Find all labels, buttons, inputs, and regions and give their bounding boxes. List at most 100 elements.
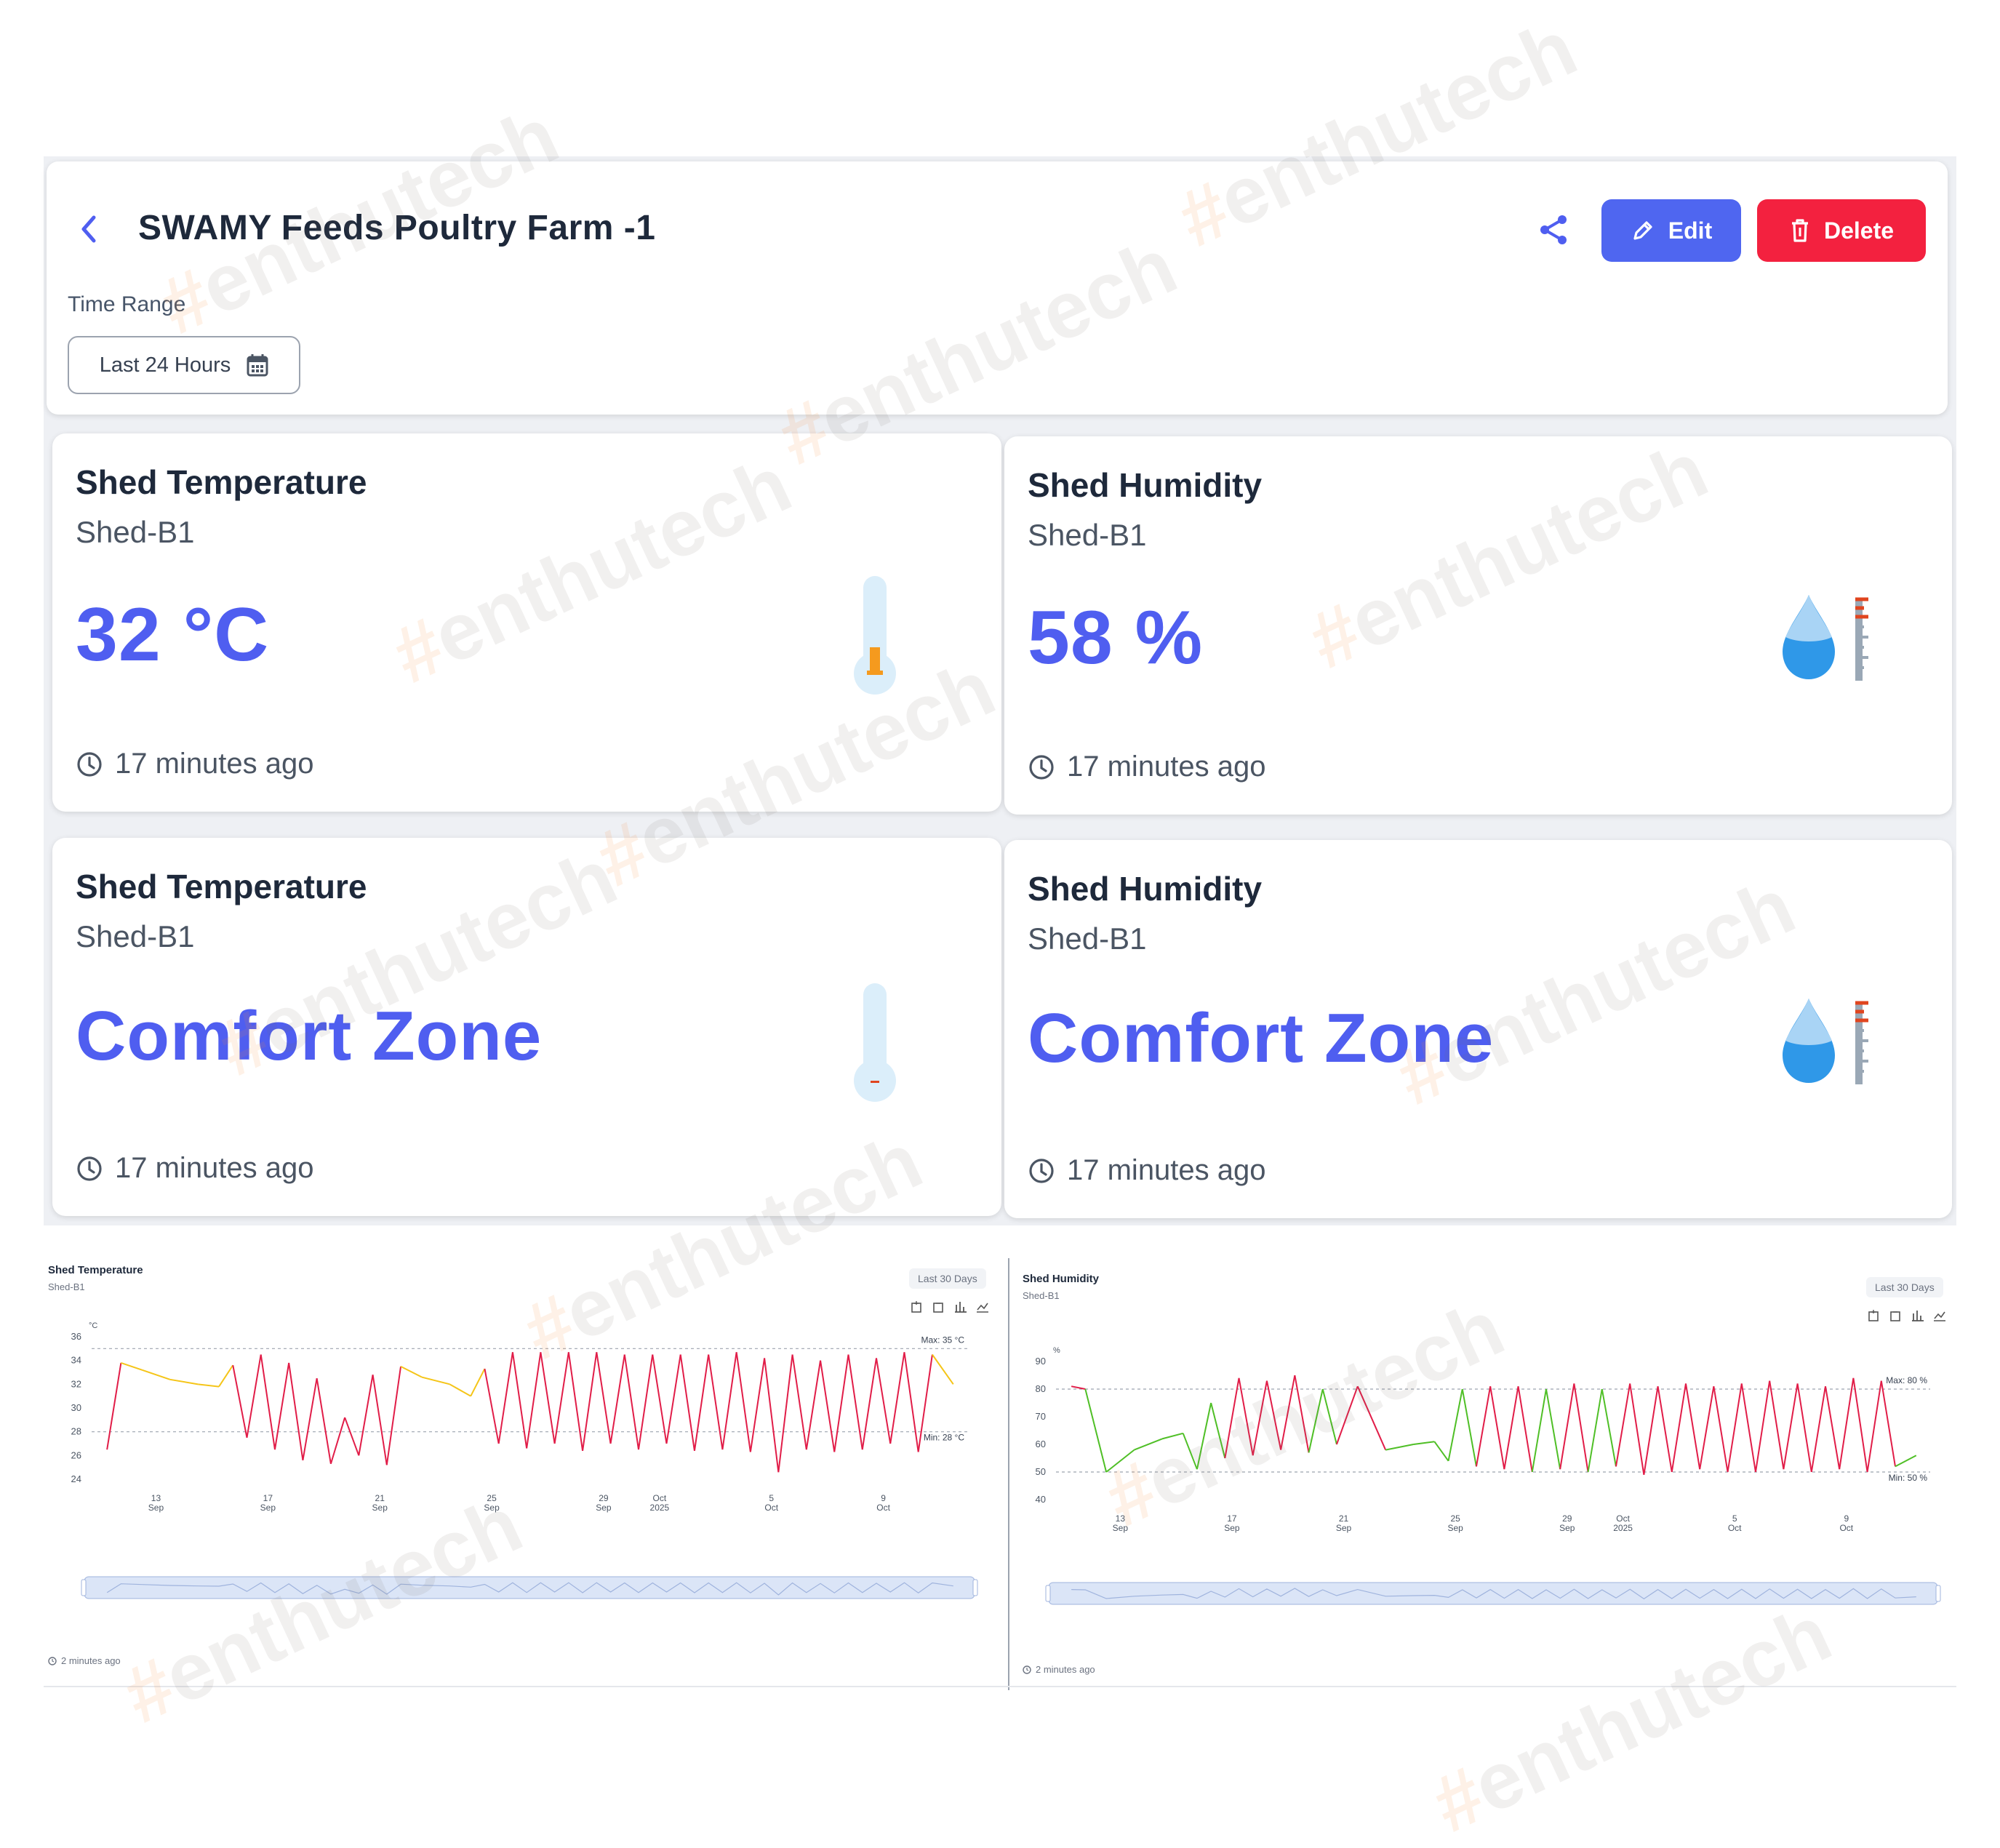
share-button[interactable] [1535,211,1572,249]
humidity-card[interactable]: Shed Humidity Shed-B1 58 % 17 minutes ag… [1004,436,1952,815]
chart-updated: 2 minutes ago [1023,1664,1095,1675]
series-segment [1573,1383,1589,1473]
humidity-zone-value: Comfort Zone [1028,999,1495,1077]
series-segment [917,1354,933,1452]
humidity-zone-card[interactable]: Shed Humidity Shed-B1 Comfort Zone 17 mi… [1004,840,1952,1218]
series-segment [358,1375,374,1456]
series-segment [1866,1380,1882,1473]
clock-icon [1029,1158,1054,1183]
y-tick-label: 30 [71,1402,81,1413]
trash-icon [1791,219,1808,242]
zoom-handle-right [972,1579,978,1596]
series-segment [1601,1388,1617,1467]
y-tick-label: 40 [1036,1494,1046,1505]
bottom-divider [44,1686,1956,1687]
series-segment [1385,1444,1414,1451]
card-subtitle: Shed-B1 [1028,921,1147,956]
series-segment [1825,1386,1841,1470]
time-range-label: Time Range [68,292,186,316]
series-segment [1105,1449,1135,1473]
last-updated: 17 minutes ago [76,748,314,780]
series-segment [400,1365,423,1378]
bar-chart-icon[interactable] [1911,1309,1924,1322]
x-tick-label: Oct 2025 [1613,1513,1633,1533]
series-segment [1413,1441,1435,1445]
temperature-value: 32 °C [76,593,270,677]
x-tick-label: 17 Sep [260,1493,276,1513]
back-button[interactable] [73,211,105,247]
x-tick-label: 13 Sep [148,1493,164,1513]
line-chart-icon[interactable] [1933,1309,1946,1322]
delete-button[interactable]: Delete [1757,199,1926,262]
series-segment [1754,1380,1771,1473]
series-segment [288,1362,304,1461]
zoom-icon[interactable] [911,1300,924,1313]
card-title: Shed Temperature [76,868,367,905]
series-segment [652,1354,668,1444]
series-segment [1134,1438,1163,1451]
temperature-chart-card: Shed Temperature Shed-B1 Last 30 Days 36… [44,1248,999,1684]
zoom-handle-left [1045,1585,1051,1602]
series-segment [1280,1375,1296,1450]
chart-updated: 2 minutes ago [48,1655,121,1666]
x-tick-label: 9 Oct [1839,1513,1853,1533]
series-segment [567,1352,584,1451]
series-segment [497,1352,513,1444]
series-segment [833,1354,849,1452]
y-tick-label: 32 [71,1378,81,1389]
time-range-select[interactable]: Last 24 Hours [68,336,300,394]
max-label: Max: 80 % [1886,1375,1927,1385]
series-segment [721,1352,737,1450]
series-segment [484,1368,500,1444]
delete-button-label: Delete [1823,217,1895,244]
bar-chart-icon[interactable] [954,1300,967,1313]
series-segment [693,1354,710,1451]
series-segment [582,1352,598,1451]
chart-range-button[interactable]: Last 30 Days [909,1268,986,1289]
humidity-chart-card: Shed Humidity Shed-B1 Last 30 Days 90 80 7… [1009,1257,1956,1693]
thermometer-icon [851,573,899,700]
series-segment [903,1352,919,1452]
x-tick-label: 5 Oct [1728,1513,1742,1533]
chart-range-button[interactable]: Last 30 Days [1866,1277,1943,1297]
thermometer-icon [851,980,899,1108]
series-segment [1740,1383,1756,1473]
last-updated: 17 minutes ago [76,1152,314,1185]
x-tick-label: 25 Sep [484,1493,500,1513]
series-segment [1713,1386,1729,1473]
series-segment [1084,1388,1108,1473]
humidity-line-chart[interactable]: 90 80 70 60 50 40% Max: 80 % Min: 50 % 13 Sep 17 Se… [1009,1329,1956,1635]
series-segment [1769,1380,1785,1470]
series-segment [1475,1386,1492,1467]
y-unit-label: °C [89,1321,97,1330]
series-segment [679,1354,695,1451]
zoom-reset-icon[interactable] [932,1300,945,1313]
x-tick-label: 9 Oct [876,1493,890,1513]
zoom-reset-icon[interactable] [1889,1309,1903,1322]
temperature-card[interactable]: Shed Temperature Shed-B1 32 °C 17 minute… [52,433,1001,812]
temperature-zone-card[interactable]: Shed Temperature Shed-B1 Comfort Zone 17… [52,838,1001,1216]
series-segment [1182,1433,1198,1470]
line-chart-icon[interactable] [976,1300,989,1313]
y-tick-label: 90 [1036,1356,1046,1367]
y-tick-label: 24 [71,1473,81,1484]
card-subtitle: Shed-B1 [76,919,195,953]
temperature-line-chart[interactable]: 36 34 32 30 28 26 24 °C Max: 35 °C Min: 28 °C 13 Se… [44,1321,999,1626]
y-tick-label: 60 [1036,1439,1046,1449]
zoom-handle-right [1935,1585,1941,1602]
zoom-icon[interactable] [1868,1309,1881,1322]
series-segment [1238,1377,1254,1456]
series-segment [1727,1383,1743,1473]
series-segment [1671,1383,1687,1473]
edit-button[interactable]: Edit [1601,199,1741,262]
humidity-icon [1775,994,1877,1092]
series-segment [449,1383,471,1397]
share-icon [1540,215,1567,244]
chart-toolbar [1868,1309,1946,1322]
series-segment [1433,1441,1449,1462]
series-segment [1517,1386,1533,1473]
y-tick-label: 80 [1036,1383,1046,1394]
series-segment [246,1354,262,1438]
series-segment [1615,1383,1631,1467]
series-segment [329,1417,346,1465]
